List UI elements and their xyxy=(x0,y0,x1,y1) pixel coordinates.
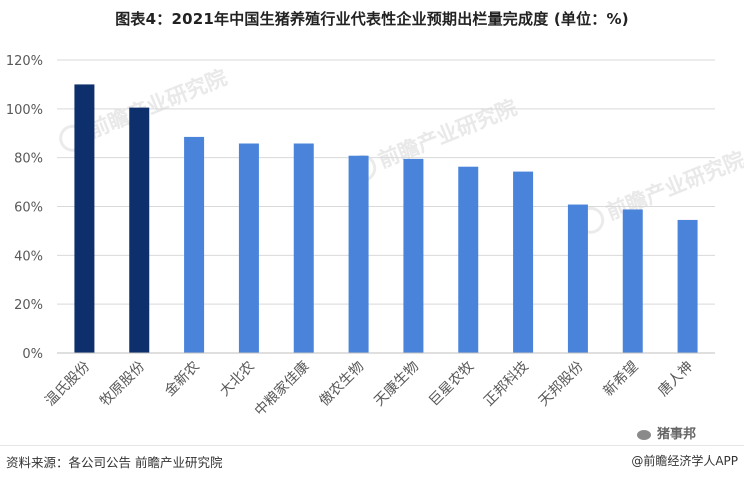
watermark-text: 前瞻产业研究院 xyxy=(375,95,520,172)
x-category-label: 温氏股份 xyxy=(42,359,93,410)
brand-credit: @前瞻经济学人APP xyxy=(631,454,738,468)
y-axis-tick-labels: 0% 20% 40% 60% 80% 100% 120% xyxy=(6,54,43,362)
wechat-badge: 猪事邦 xyxy=(636,423,696,442)
x-category-label: 唐人神 xyxy=(655,358,697,400)
badge-label: 猪事邦 xyxy=(656,427,696,442)
x-category-label: 正邦科技 xyxy=(481,359,532,410)
bar xyxy=(622,209,643,353)
x-category-label: 牧原股份 xyxy=(97,359,148,410)
gridlines xyxy=(57,59,715,305)
bar xyxy=(238,143,259,353)
y-tick-label: 100% xyxy=(6,103,43,118)
y-tick-label: 120% xyxy=(6,54,43,69)
y-tick-label: 0% xyxy=(22,347,43,362)
y-tick-label: 20% xyxy=(14,298,43,313)
x-category-label: 天邦股份 xyxy=(536,359,587,410)
bar xyxy=(567,204,588,353)
footer: 资料来源：各公司公告 前瞻产业研究院 @前瞻经济学人APP xyxy=(0,445,744,470)
bar xyxy=(293,143,314,353)
bar xyxy=(677,219,698,353)
x-category-label: 中粮家佳康 xyxy=(251,358,313,420)
bar xyxy=(74,84,95,354)
y-tick-label: 60% xyxy=(14,201,43,216)
x-category-label: 巨星农牧 xyxy=(426,359,477,410)
x-category-label: 天康生物 xyxy=(371,358,423,410)
x-category-label: 大北农 xyxy=(217,359,258,400)
x-category-label: 新希望 xyxy=(601,359,642,400)
y-tick-label: 80% xyxy=(14,152,43,167)
bars xyxy=(74,84,698,354)
bar xyxy=(184,136,205,353)
bar xyxy=(458,166,479,353)
bar xyxy=(129,107,150,353)
bar xyxy=(348,155,369,353)
chart-title: 图表4：2021年中国生猪养殖行业代表性企业预期出栏量完成度 (单位：%) xyxy=(115,10,629,28)
x-axis-category-labels: 温氏股份 牧原股份 金新农 大北农中粮家佳康 傲农生物 天康生物 巨星农牧 正邦科技 天邦股份新… xyxy=(42,358,696,420)
source-note: 资料来源：各公司公告 前瞻产业研究院 xyxy=(6,455,223,470)
bar xyxy=(513,171,534,353)
y-tick-label: 40% xyxy=(14,249,43,264)
bar xyxy=(403,158,424,353)
watermark: 前瞻产业研究院 xyxy=(577,147,744,234)
watermark-text: 前瞻产业研究院 xyxy=(85,65,230,142)
x-category-label: 金新农 xyxy=(162,359,203,400)
x-category-label: 傲农生物 xyxy=(317,359,368,410)
wechat-icon xyxy=(636,429,651,440)
